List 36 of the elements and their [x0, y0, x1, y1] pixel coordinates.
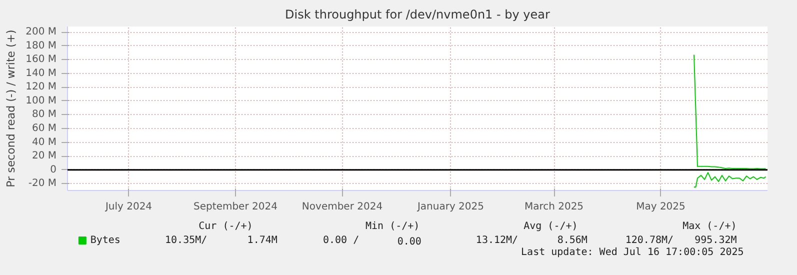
text: 0.00	[397, 236, 422, 248]
y-tick-label: 200 M	[26, 26, 57, 38]
y-tick-label: 40 M	[32, 136, 56, 148]
x-tick-label: November 2024	[302, 202, 383, 212]
y-tick-label: 120 M	[26, 82, 57, 93]
x-tick-label: July 2024	[104, 202, 152, 212]
y-tick-label: 160 M	[26, 54, 57, 66]
y-tick-label: 100 M	[26, 95, 57, 106]
text: 8.56M	[557, 235, 588, 246]
y-tick-label: 80 M	[32, 109, 56, 120]
legend-label: Bytes	[90, 235, 120, 246]
x-tick-label: March 2025	[524, 202, 584, 212]
x-tick-label: May 2025	[636, 202, 686, 212]
text: Last update: Wed Jul 16 17:00:05 2025	[521, 247, 744, 258]
y-tick-label: 180 M	[26, 40, 57, 52]
y-tick-label: -20 M	[28, 178, 56, 190]
text: 995.32M	[694, 235, 737, 246]
line-series	[694, 54, 766, 170]
text: Cur (-/+)	[198, 221, 253, 232]
text: 1.74M	[247, 235, 278, 246]
text: Max (-/+)	[682, 221, 737, 232]
y-tick-label: 0	[50, 164, 57, 176]
x-tick-label: January 2025	[416, 202, 484, 212]
text: 120.78M/	[625, 235, 674, 246]
y-tick-label: 140 M	[26, 68, 57, 79]
y-axis-title: Pr second read (-) / write (+)	[4, 30, 18, 188]
text: 13.12M/	[476, 235, 518, 246]
line-series	[694, 172, 766, 188]
text: 0.00 /	[322, 235, 360, 246]
text: Min (-/+)	[366, 221, 420, 232]
y-tick-label: 60 M	[32, 122, 56, 134]
text: Avg (-/+)	[524, 221, 578, 232]
x-tick-label: September 2024	[194, 202, 278, 212]
chart-title: Disk throughput for /dev/nvme0n1 - by year	[285, 8, 550, 22]
y-tick-label: 20 M	[32, 150, 56, 162]
text: 10.35M/	[165, 235, 208, 246]
